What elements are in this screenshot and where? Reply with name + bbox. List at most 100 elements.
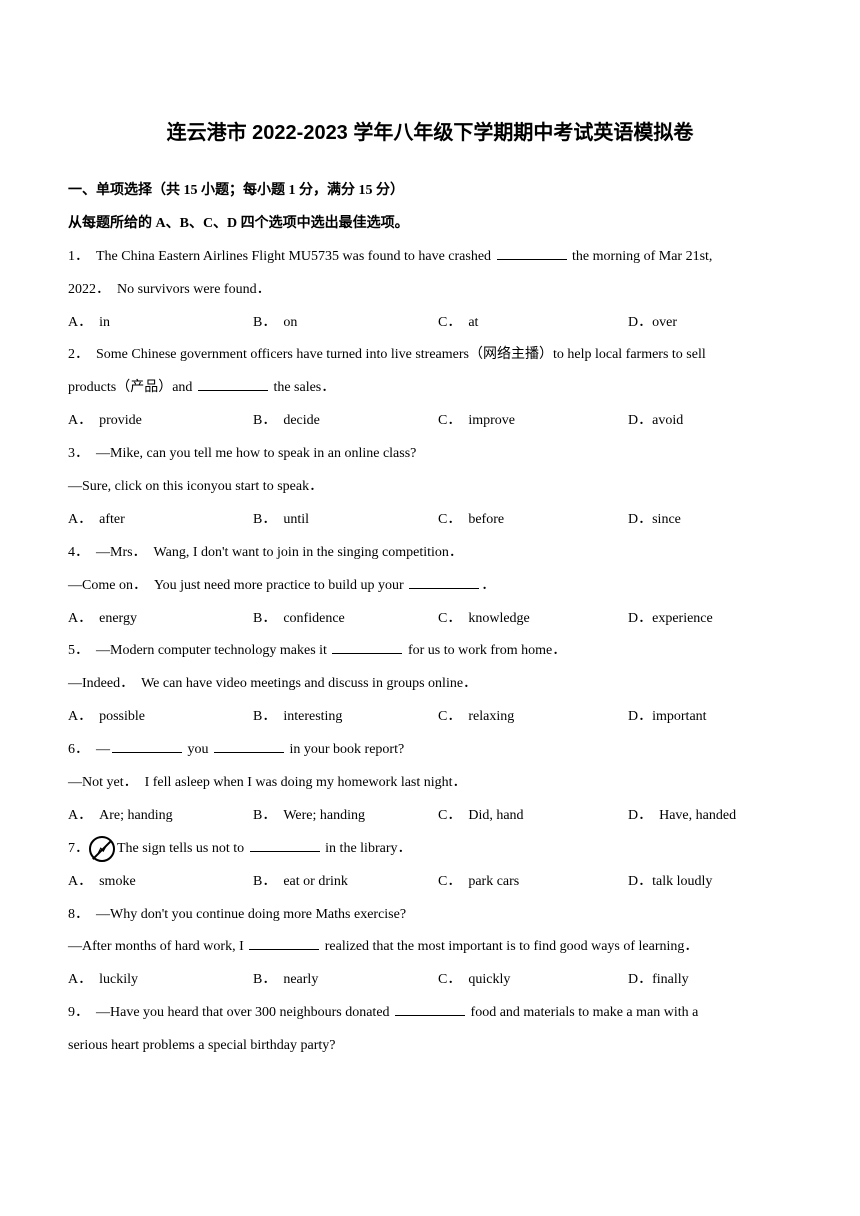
q5-option-c: C． relaxing xyxy=(438,701,628,734)
q2-line2-after: the sales． xyxy=(270,380,335,395)
q6-option-b: B． Were; handing xyxy=(253,800,438,833)
q5-number: 5． xyxy=(68,643,82,658)
q3-text: —Mike, can you tell me how to speak in a… xyxy=(82,446,416,461)
q4-option-b: B． confidence xyxy=(253,603,438,636)
q2-text: Some Chinese government officers have tu… xyxy=(82,347,706,362)
q4-option-c: C． knowledge xyxy=(438,603,628,636)
blank xyxy=(249,936,319,950)
question-8: 8． —Why don't you continue doing more Ma… xyxy=(68,899,792,932)
question-2-line2: products（产品）and the sales． xyxy=(68,372,792,405)
blank xyxy=(332,640,402,654)
q5-text-after: for us to work from home． xyxy=(404,643,566,658)
q8-number: 8． xyxy=(68,907,82,922)
q4-option-d: D．experience xyxy=(628,603,713,636)
q6-number: 6． xyxy=(68,742,82,757)
q6-option-d: D． Have, handed xyxy=(628,800,736,833)
q7-option-b: B． eat or drink xyxy=(253,866,438,899)
question-5-line2: —Indeed． We can have video meetings and … xyxy=(68,668,792,701)
question-4-line2: —Come on． You just need more practice to… xyxy=(68,570,792,603)
blank xyxy=(497,246,567,260)
question-6: 6． — you in your book report? xyxy=(68,734,792,767)
no-sign-icon xyxy=(89,836,115,862)
question-1-line2: 2022． No survivors were found． xyxy=(68,274,792,307)
q3-number: 3． xyxy=(68,446,82,461)
q5-option-b: B． interesting xyxy=(253,701,438,734)
q1-option-a: A． in xyxy=(68,307,253,340)
question-5-options: A． possible B． interesting C． relaxing D… xyxy=(68,701,792,734)
blank xyxy=(214,739,284,753)
q2-number: 2． xyxy=(68,347,82,362)
q2-line2-before: products（产品）and xyxy=(68,380,196,395)
q8-option-c: C． quickly xyxy=(438,964,628,997)
q7-text-after: in the library． xyxy=(322,841,412,856)
q1-text-after: the morning of Mar 21st, xyxy=(569,249,713,264)
question-7-options: A． smoke B． eat or drink C． park cars D．… xyxy=(68,866,792,899)
q4-line2-after: ． xyxy=(481,578,495,593)
q5-option-d: D．important xyxy=(628,701,707,734)
exam-title: 连云港市 2022-2023 学年八年级下学期期中考试英语模拟卷 xyxy=(68,110,792,157)
q9-number: 9． xyxy=(68,1005,82,1020)
q6-option-c: C． Did, hand xyxy=(438,800,628,833)
q6-text-mid: you xyxy=(184,742,212,757)
q5-option-a: A． possible xyxy=(68,701,253,734)
q3-option-c: C． before xyxy=(438,504,628,537)
question-4: 4． —Mrs． Wang, I don't want to join in t… xyxy=(68,537,792,570)
instruction: 从每题所给的 A、B、C、D 四个选项中选出最佳选项。 xyxy=(68,208,792,241)
question-4-options: A． energy B． confidence C． knowledge D．e… xyxy=(68,603,792,636)
q8-option-d: D．finally xyxy=(628,964,689,997)
question-3-line2: —Sure, click on this iconyou start to sp… xyxy=(68,471,792,504)
q4-number: 4． xyxy=(68,545,82,560)
question-6-options: A． Are; handing B． Were; handing C． Did,… xyxy=(68,800,792,833)
q7-text-before: The sign tells us not to xyxy=(117,841,248,856)
q3-option-a: A． after xyxy=(68,504,253,537)
blank xyxy=(198,377,268,391)
question-2-options: A． provide B． decide C． improve D．avoid xyxy=(68,405,792,438)
question-1: 1． The China Eastern Airlines Flight MU5… xyxy=(68,241,792,274)
question-9-line2: serious heart problems a special birthda… xyxy=(68,1030,792,1063)
q9-text-after: food and materials to make a man with a xyxy=(467,1005,698,1020)
question-6-line2: —Not yet． I fell asleep when I was doing… xyxy=(68,767,792,800)
q1-number: 1． xyxy=(68,249,82,264)
q4-text: —Mrs． Wang, I don't want to join in the … xyxy=(82,545,463,560)
question-8-options: A． luckily B． nearly C． quickly D．finall… xyxy=(68,964,792,997)
blank xyxy=(395,1002,465,1016)
question-3-options: A． after B． until C． before D．since xyxy=(68,504,792,537)
q1-option-b: B． on xyxy=(253,307,438,340)
q9-text-before: —Have you heard that over 300 neighbours… xyxy=(82,1005,393,1020)
section-header: 一、单项选择（共 15 小题；每小题 1 分，满分 15 分） xyxy=(68,175,792,208)
question-9: 9． —Have you heard that over 300 neighbo… xyxy=(68,997,792,1030)
q8-line2-after: realized that the most important is to f… xyxy=(321,939,698,954)
q2-option-b: B． decide xyxy=(253,405,438,438)
blank xyxy=(409,575,479,589)
q8-option-a: A． luckily xyxy=(68,964,253,997)
q7-number: 7． xyxy=(68,841,89,856)
q8-option-b: B． nearly xyxy=(253,964,438,997)
q3-option-d: D．since xyxy=(628,504,681,537)
q4-line2-before: —Come on． You just need more practice to… xyxy=(68,578,407,593)
q2-option-a: A． provide xyxy=(68,405,253,438)
q1-text-before: The China Eastern Airlines Flight MU5735… xyxy=(82,249,495,264)
q2-option-d: D．avoid xyxy=(628,405,683,438)
q7-option-a: A． smoke xyxy=(68,866,253,899)
q8-line2-before: —After months of hard work, I xyxy=(68,939,247,954)
q1-option-c: C． at xyxy=(438,307,628,340)
q2-option-c: C． improve xyxy=(438,405,628,438)
blank xyxy=(250,838,320,852)
q1-option-d: D．over xyxy=(628,307,677,340)
q8-text: —Why don't you continue doing more Maths… xyxy=(82,907,406,922)
question-5: 5． —Modern computer technology makes it … xyxy=(68,635,792,668)
question-1-options: A． in B． on C． at D．over xyxy=(68,307,792,340)
q6-text-before: — xyxy=(82,742,110,757)
question-3: 3． —Mike, can you tell me how to speak i… xyxy=(68,438,792,471)
q3-option-b: B． until xyxy=(253,504,438,537)
blank xyxy=(112,739,182,753)
question-8-line2: —After months of hard work, I realized t… xyxy=(68,931,792,964)
q5-text-before: —Modern computer technology makes it xyxy=(82,643,330,658)
q6-option-a: A． Are; handing xyxy=(68,800,253,833)
q4-option-a: A． energy xyxy=(68,603,253,636)
question-7: 7． The sign tells us not to in the librar… xyxy=(68,833,792,866)
question-2: 2． Some Chinese government officers have… xyxy=(68,339,792,372)
q7-option-d: D．talk loudly xyxy=(628,866,712,899)
q7-option-c: C． park cars xyxy=(438,866,628,899)
q6-text-after: in your book report? xyxy=(286,742,404,757)
